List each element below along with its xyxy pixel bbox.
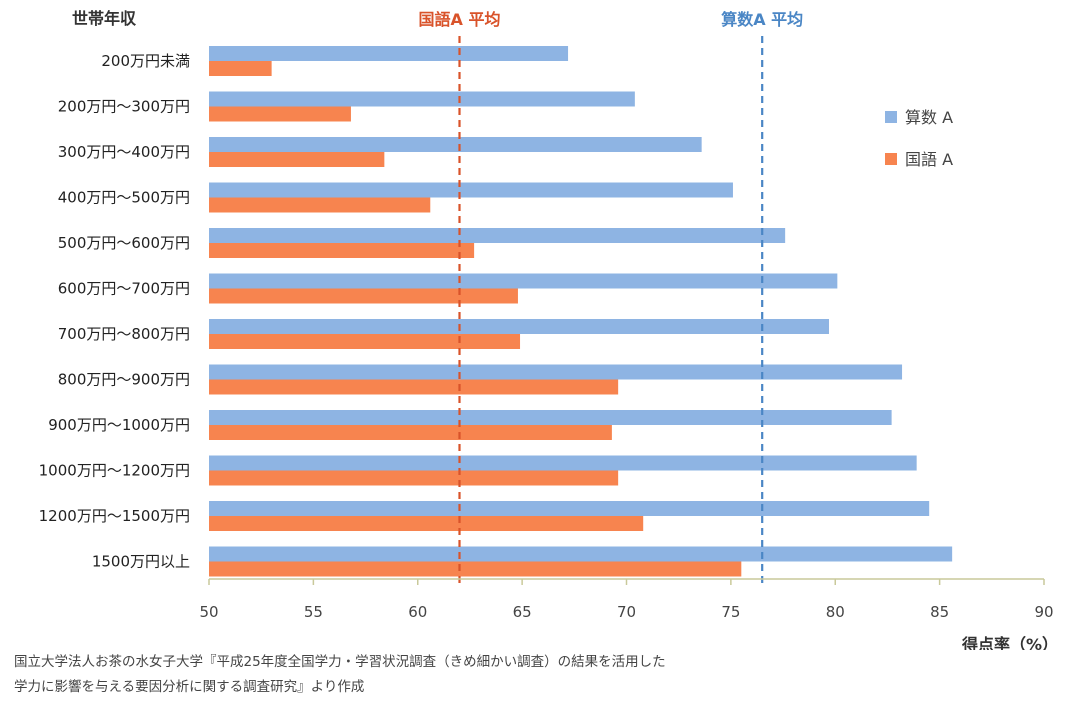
category-label-8: 900万円～1000万円 [48, 416, 190, 434]
bar-sansu-9 [209, 455, 917, 471]
bar-sansu-11 [209, 546, 953, 562]
category-label-5: 600万円～700万円 [58, 280, 190, 298]
x-tick-label-0: 50 [199, 603, 218, 621]
category-label-2: 300万円～400万円 [58, 143, 190, 161]
bar-sansu-5 [209, 273, 838, 289]
category-label-6: 700万円～800万円 [58, 325, 190, 343]
x-axis: 50 55 60 65 70 75 80 85 90 [199, 578, 1054, 621]
reference-label-0: 国語A 平均 [419, 10, 501, 29]
legend-swatch-0 [885, 111, 897, 123]
source-line-2: 学力に影響を与える要因分析に関する調査研究』より作成 [14, 679, 365, 695]
category-labels: 200万円未満 200万円～300万円 300万円～400万円 400万円～500万円… [39, 52, 190, 571]
bar-chart: 世帯年収 国語A 平均 算数A 平均 50 55 60 65 70 75 80 85 90 200… [39, 9, 1058, 650]
bar-kokugo-6 [209, 334, 521, 349]
legend-label-0: 算数 A [905, 108, 953, 127]
category-label-1: 200万円～300万円 [58, 98, 190, 116]
bar-sansu-7 [209, 364, 903, 380]
category-label-0: 200万円未満 [101, 52, 190, 70]
category-label-3: 400万円～500万円 [58, 189, 190, 207]
bars-group [209, 46, 953, 577]
bar-sansu-6 [209, 319, 829, 334]
bar-kokugo-10 [209, 516, 644, 531]
source-note: 国立大学法人お茶の水女子大学『平成25年度全国学力・学習状況調査（きめ細かい調査… [14, 650, 1064, 700]
reference-lines: 国語A 平均 算数A 平均 [419, 10, 803, 585]
bar-kokugo-1 [209, 106, 351, 122]
bar-kokugo-9 [209, 470, 619, 486]
category-label-9: 1000万円～1200万円 [39, 462, 190, 480]
bar-sansu-8 [209, 410, 892, 425]
bar-sansu-2 [209, 137, 702, 152]
bar-sansu-0 [209, 46, 569, 61]
legend-label-1: 国語 A [905, 150, 953, 169]
reference-label-1: 算数A 平均 [721, 10, 803, 29]
bar-kokugo-5 [209, 288, 518, 304]
category-label-11: 1500万円以上 [92, 553, 190, 571]
x-tick-label-4: 70 [617, 603, 636, 621]
category-label-4: 500万円～600万円 [58, 234, 190, 252]
x-tick-label-8: 90 [1034, 603, 1053, 621]
x-tick-label-6: 80 [826, 603, 845, 621]
legend-swatch-1 [885, 153, 897, 165]
bar-kokugo-2 [209, 152, 385, 167]
source-line-1: 国立大学法人お茶の水女子大学『平成25年度全国学力・学習状況調査（きめ細かい調査… [14, 654, 666, 670]
bar-kokugo-4 [209, 243, 475, 258]
category-label-7: 800万円～900万円 [58, 371, 190, 389]
bar-kokugo-0 [209, 61, 272, 76]
bar-kokugo-11 [209, 561, 742, 577]
category-label-10: 1200万円～1500万円 [39, 507, 190, 525]
bar-kokugo-7 [209, 379, 619, 395]
x-tick-label-5: 75 [721, 603, 740, 621]
legend: 算数 A 国語 A [885, 108, 953, 169]
bar-sansu-1 [209, 91, 635, 107]
bar-kokugo-3 [209, 197, 431, 213]
bar-sansu-3 [209, 182, 733, 198]
y-axis-title: 世帯年収 [72, 9, 137, 28]
x-tick-label-1: 55 [304, 603, 323, 621]
x-tick-label-3: 65 [513, 603, 532, 621]
bar-sansu-4 [209, 228, 786, 243]
x-tick-label-2: 60 [408, 603, 427, 621]
bar-kokugo-8 [209, 425, 612, 440]
x-axis-title: 得点率（%） [961, 635, 1058, 650]
bar-sansu-10 [209, 501, 930, 516]
x-tick-label-7: 85 [930, 603, 949, 621]
